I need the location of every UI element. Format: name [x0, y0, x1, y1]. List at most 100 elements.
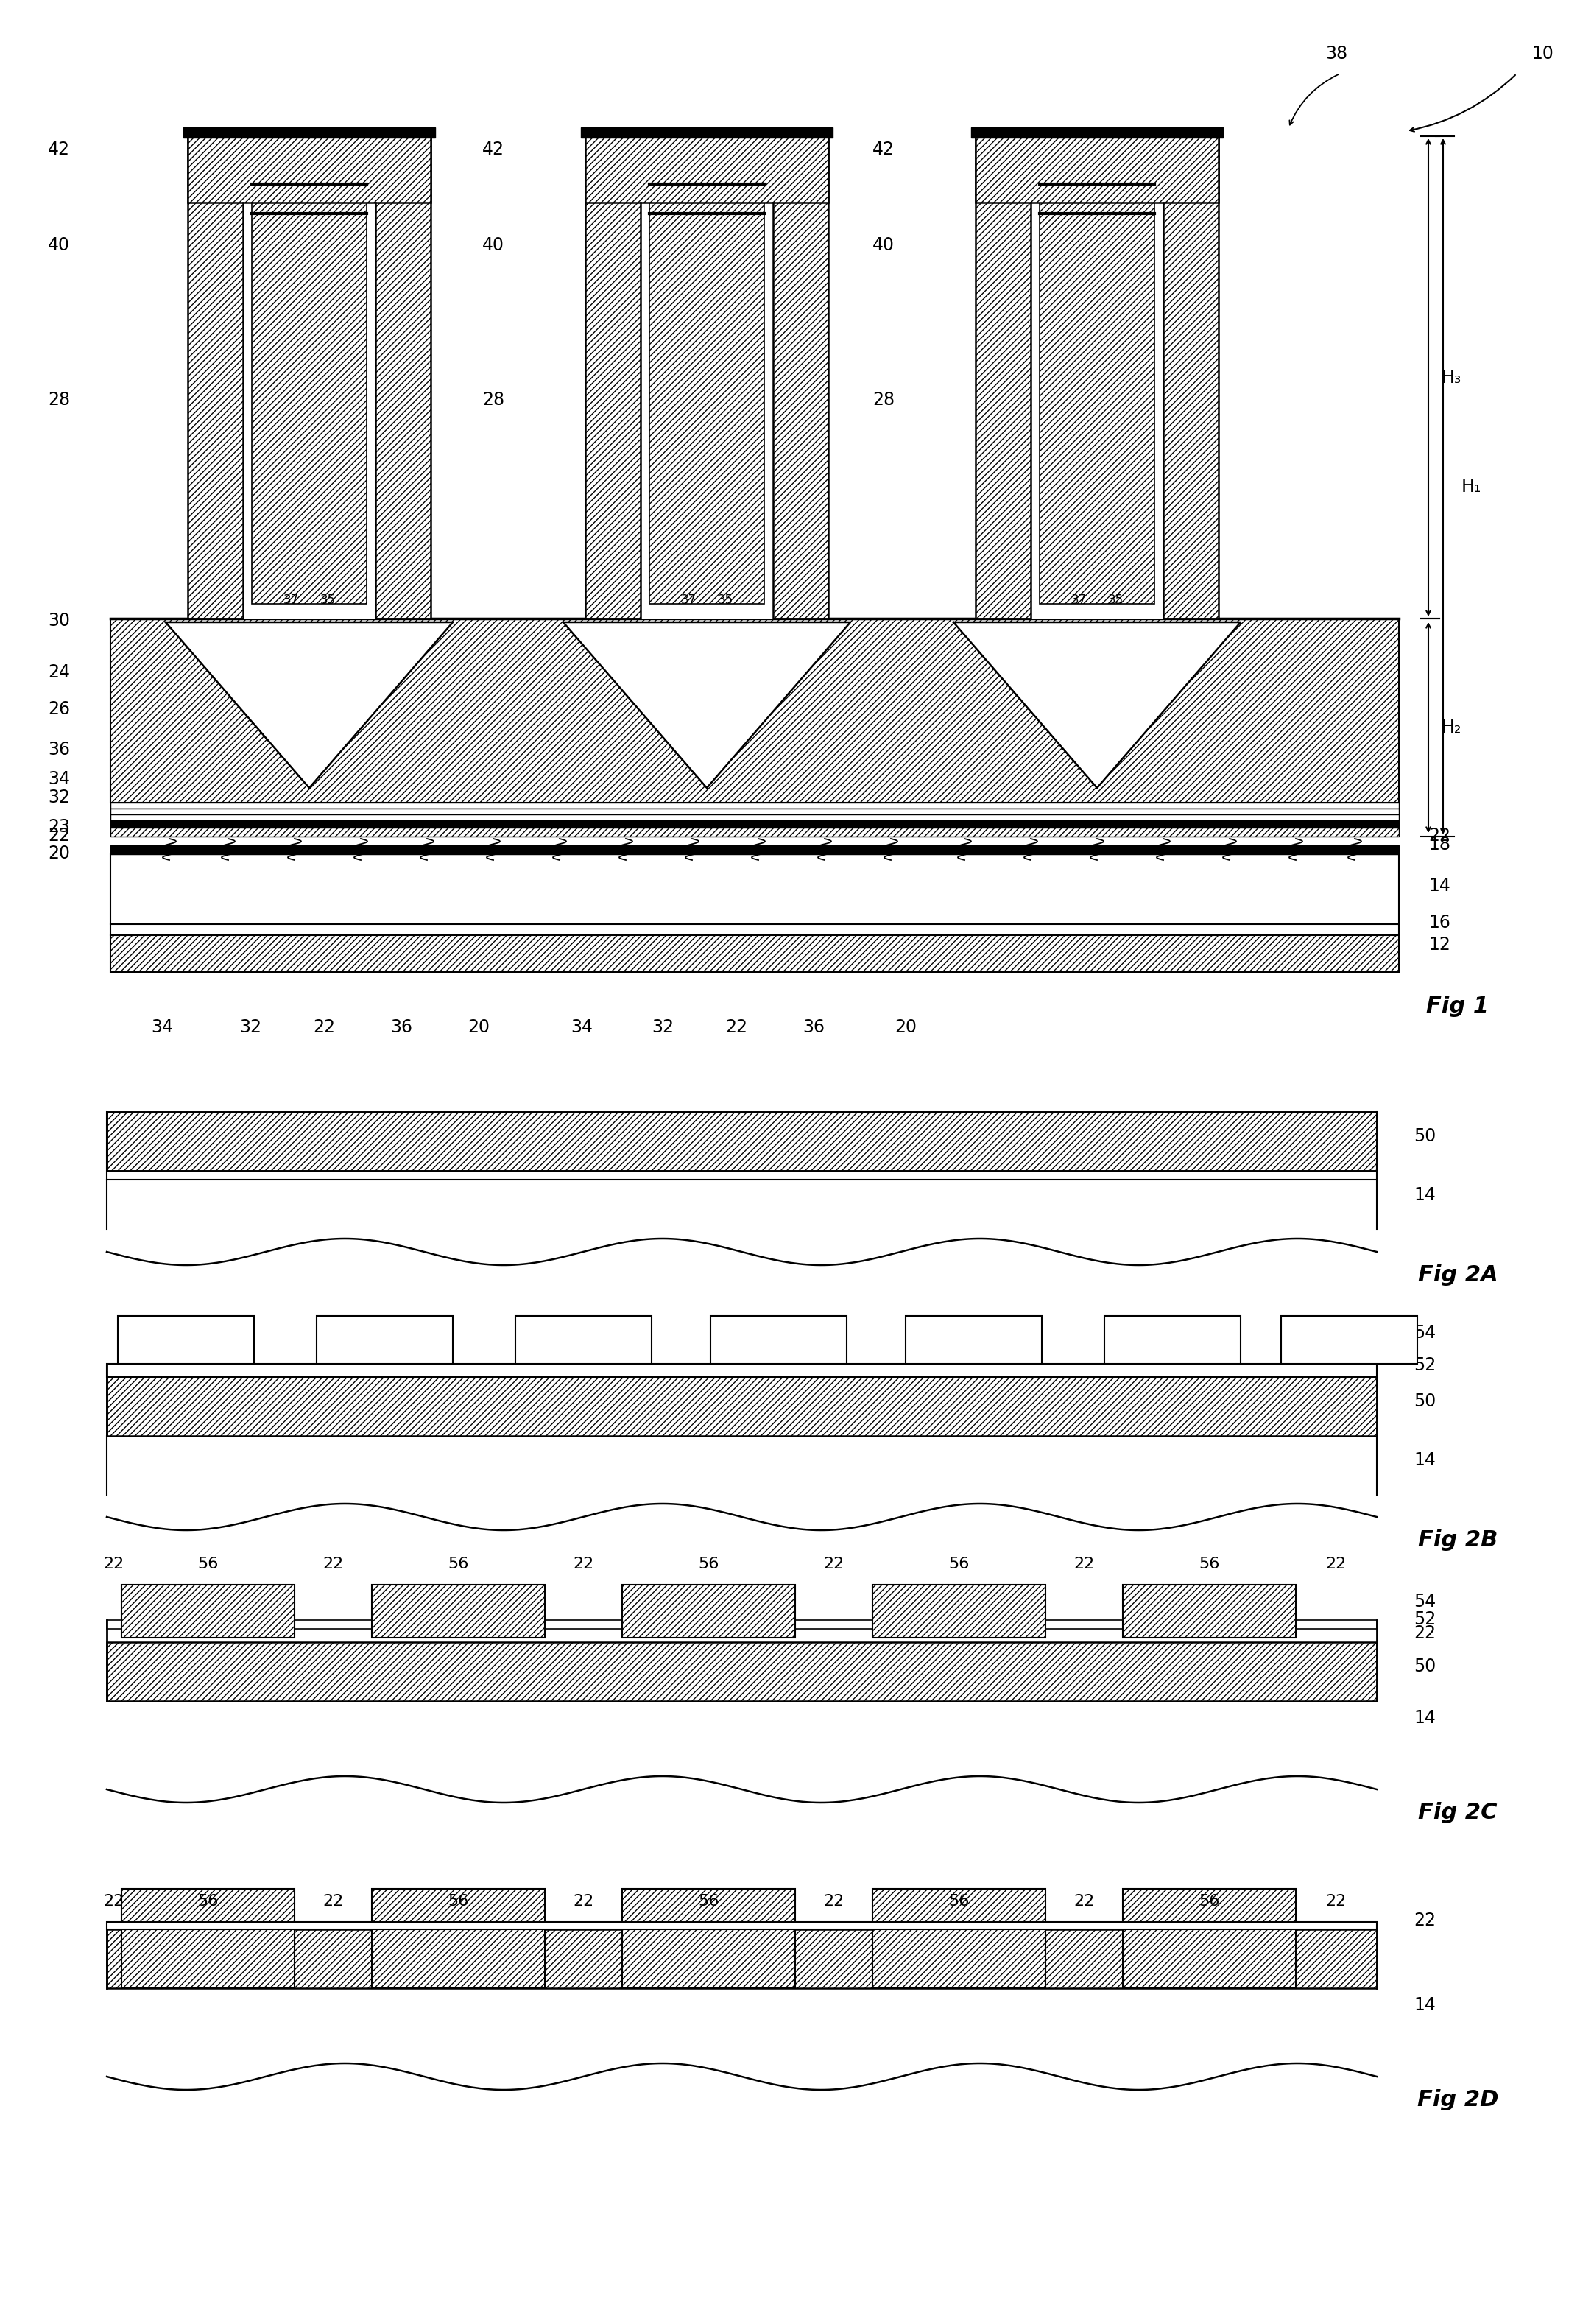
Text: H₂: H₂	[1441, 718, 1462, 737]
Bar	[110, 855, 1400, 925]
Bar	[110, 802, 1400, 809]
Text: 50: 50	[1414, 1392, 1436, 1411]
Polygon shape	[953, 623, 1240, 788]
Bar	[872, 1889, 1046, 1989]
Text: 34: 34	[571, 1018, 593, 1037]
Text: 37: 37	[284, 593, 298, 607]
Bar	[107, 1922, 1377, 1929]
Text: 12: 12	[1428, 937, 1451, 953]
Text: 22: 22	[1326, 1894, 1347, 1908]
Text: 42: 42	[483, 142, 504, 158]
Text: 34: 34	[151, 1018, 174, 1037]
Text: 38: 38	[1325, 44, 1347, 63]
Text: 22: 22	[824, 1894, 845, 1908]
Bar	[1296, 1620, 1377, 1629]
Text: 35: 35	[717, 593, 733, 607]
Bar	[110, 820, 1400, 827]
Text: 42: 42	[872, 142, 894, 158]
Text: 32: 32	[239, 1018, 261, 1037]
Text: 36: 36	[391, 1018, 413, 1037]
Bar	[872, 1585, 1046, 1638]
Text: 36: 36	[48, 741, 70, 758]
Text: Fig 1: Fig 1	[1427, 995, 1489, 1018]
Text: 50: 50	[1414, 1657, 1436, 1676]
Bar	[110, 618, 1400, 802]
Bar	[971, 128, 1223, 137]
Text: 35: 35	[320, 593, 335, 607]
Bar	[371, 1889, 545, 1989]
Text: 10: 10	[1532, 44, 1554, 63]
Bar	[317, 1315, 453, 1364]
Text: 54: 54	[1414, 1592, 1436, 1611]
Text: 32: 32	[48, 788, 70, 806]
Text: 36: 36	[802, 1018, 824, 1037]
Bar	[711, 1315, 846, 1364]
Text: 22: 22	[1074, 1894, 1095, 1908]
Text: 35: 35	[1108, 593, 1124, 607]
Text: 22: 22	[1414, 1624, 1436, 1643]
Bar	[795, 1620, 872, 1629]
Bar	[183, 128, 435, 137]
Text: 22: 22	[48, 827, 70, 844]
Text: 40: 40	[483, 237, 504, 253]
Bar	[905, 1315, 1042, 1364]
Text: 14: 14	[1414, 1185, 1436, 1204]
Bar	[121, 1889, 295, 1989]
Text: 22: 22	[322, 1557, 344, 1571]
Text: 22: 22	[1428, 827, 1451, 844]
Text: 52: 52	[1414, 1611, 1436, 1629]
Text: 37: 37	[681, 593, 697, 607]
Text: 22: 22	[312, 1018, 335, 1037]
Text: 22: 22	[1074, 1557, 1095, 1571]
Bar	[1122, 1889, 1296, 1989]
Bar	[1105, 1315, 1240, 1364]
Text: 28: 28	[483, 390, 504, 409]
Bar	[110, 809, 1400, 813]
Text: 56: 56	[198, 1557, 218, 1571]
Text: 28: 28	[872, 390, 894, 409]
Text: 37: 37	[1071, 593, 1087, 607]
Bar	[110, 813, 1400, 820]
Text: 40: 40	[872, 237, 894, 253]
Bar	[252, 181, 367, 604]
Bar	[107, 1929, 1377, 1989]
Bar	[110, 925, 1400, 934]
Text: Fig 2B: Fig 2B	[1419, 1529, 1498, 1550]
Text: 22: 22	[1414, 1913, 1436, 1929]
Text: H₃: H₃	[1441, 370, 1462, 386]
Text: 22: 22	[574, 1894, 595, 1908]
Text: 23: 23	[48, 818, 70, 837]
Bar	[1031, 139, 1164, 181]
Bar	[1039, 181, 1154, 604]
Bar	[121, 1585, 295, 1638]
Bar	[585, 137, 829, 618]
Text: 32: 32	[652, 1018, 674, 1037]
Text: 20: 20	[48, 844, 70, 862]
Bar	[107, 1364, 1377, 1378]
Bar	[107, 1378, 1377, 1436]
Text: 50: 50	[1414, 1127, 1436, 1146]
Text: 16: 16	[1428, 913, 1451, 932]
Bar	[641, 139, 773, 618]
Bar	[188, 137, 430, 202]
Text: H₁: H₁	[1462, 476, 1481, 495]
Text: 28: 28	[48, 390, 70, 409]
Text: Fig 2A: Fig 2A	[1417, 1264, 1498, 1285]
Bar	[242, 139, 376, 618]
Bar	[515, 1315, 652, 1364]
Text: 30: 30	[48, 611, 70, 630]
Text: Fig 2D: Fig 2D	[1417, 2089, 1498, 2110]
Bar	[371, 1585, 545, 1638]
Bar	[295, 1620, 371, 1629]
Text: 14: 14	[1414, 1452, 1436, 1469]
Text: 54: 54	[1414, 1325, 1436, 1341]
Text: 56: 56	[948, 1557, 969, 1571]
Bar	[580, 128, 832, 137]
Text: 22: 22	[104, 1894, 124, 1908]
Text: 56: 56	[1199, 1557, 1219, 1571]
Text: 42: 42	[48, 142, 70, 158]
Text: 20: 20	[467, 1018, 489, 1037]
Text: 14: 14	[1414, 1708, 1436, 1727]
Bar	[107, 1620, 121, 1629]
Text: 56: 56	[948, 1894, 969, 1908]
